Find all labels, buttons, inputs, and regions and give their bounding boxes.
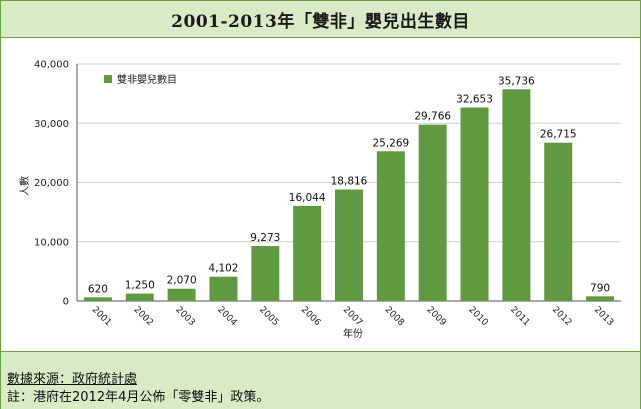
y-tick-labels: 0 10,000 20,000 30,000 40,000: [34, 60, 69, 308]
value-label: 29,766: [414, 111, 451, 123]
y-tick-label: 0: [63, 297, 69, 308]
title-bar: 2001-2013年「雙非」嬰兒出生數目: [1, 1, 640, 38]
y-axis-title: 人數: [18, 176, 31, 196]
legend-swatch: [104, 75, 112, 83]
value-label: 26,715: [540, 129, 577, 141]
bar: [251, 246, 280, 301]
x-axis-title: 年份: [343, 327, 363, 340]
x-tick-label: 2005: [257, 305, 280, 328]
value-label: 16,044: [289, 192, 326, 204]
value-labels: 620 1,250 2,070 4,102 9,273 16,044 18,816 25,26…: [88, 75, 610, 295]
value-label: 18,816: [331, 176, 368, 188]
bar: [418, 124, 447, 302]
x-tick-label: 2001: [90, 305, 113, 328]
bar: [376, 151, 405, 301]
value-label: 620: [88, 283, 108, 295]
x-tick-label: 2011: [508, 305, 531, 328]
data-source-text: 數據來源：政府統計處: [7, 372, 138, 387]
value-label: 25,269: [372, 137, 409, 149]
bar: [335, 189, 363, 301]
bar-chart: 620 1,250 2,070 4,102 9,273 16,044 18,816 25,26…: [18, 60, 621, 340]
y-tick-label: 20,000: [34, 178, 69, 189]
x-tick-label: 2010: [466, 305, 489, 328]
value-label: 1,250: [125, 280, 155, 292]
value-label: 790: [590, 282, 610, 294]
bar: [502, 89, 531, 302]
value-label: 4,102: [208, 263, 238, 275]
x-tick-label: 2006: [299, 305, 322, 328]
value-label: 2,070: [167, 275, 197, 287]
footer: 數據來源：政府統計處 註：港府在2012年4月公佈「零雙非」政策。: [1, 351, 640, 409]
x-tick-label: 2009: [424, 305, 447, 328]
x-tick-labels: 2001 2002 2003 2004 2005 2006 2007 2008 2009 2010…: [90, 305, 615, 328]
bar: [293, 205, 322, 301]
value-label: 35,736: [498, 75, 535, 87]
value-label: 9,273: [250, 232, 280, 244]
x-tick-label: 2004: [215, 305, 238, 328]
legend-label: 雙非嬰兒數目: [117, 73, 177, 86]
bars: [83, 89, 615, 302]
bar: [167, 288, 196, 301]
chart-title: 2001-2013年「雙非」嬰兒出生數目: [171, 11, 470, 32]
bar: [125, 293, 154, 301]
bar: [209, 276, 238, 301]
bar: [586, 296, 615, 301]
legend: 雙非嬰兒數目: [104, 73, 177, 86]
bar: [544, 142, 573, 301]
x-tick-label: 2013: [592, 305, 615, 328]
chart-area: 620 1,250 2,070 4,102 9,273 16,044 18,816 25,26…: [1, 38, 640, 350]
x-tick-label: 2007: [341, 305, 364, 328]
y-tick-label: 40,000: [34, 60, 69, 71]
bar: [460, 107, 489, 301]
y-tick-label: 30,000: [34, 119, 69, 130]
x-tick-label: 2002: [132, 305, 155, 328]
x-tick-label: 2003: [173, 305, 196, 328]
x-tick-label: 2012: [550, 305, 573, 328]
bar: [83, 297, 112, 301]
y-tick-label: 10,000: [34, 237, 69, 248]
policy-note: 註：港府在2012年4月公佈「零雙非」政策。: [7, 390, 270, 405]
value-label: 32,653: [456, 94, 493, 106]
x-tick-label: 2008: [383, 305, 406, 328]
